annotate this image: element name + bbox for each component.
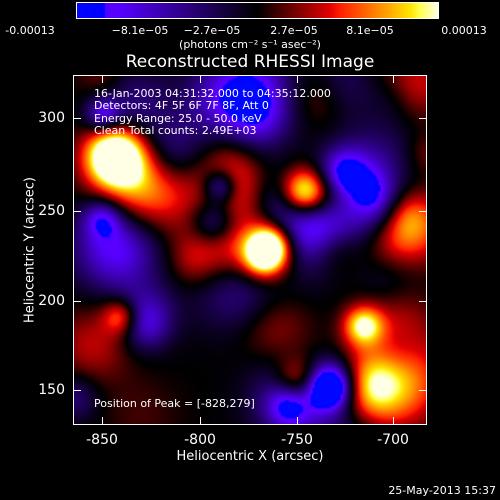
- y-tick-label: 200: [38, 293, 65, 309]
- colorbar-tick: 0.00013: [441, 24, 487, 37]
- colorbar-units: (photons cm⁻² s⁻¹ asec⁻²): [179, 38, 321, 51]
- y-tickmark: [73, 301, 81, 302]
- colorbar-tick: 8.1e−05: [346, 24, 394, 37]
- y-tick-label: 150: [38, 382, 65, 398]
- info-time-range: 16-Jan-2003 04:31:32.000 to 04:35:12.000: [94, 87, 331, 100]
- x-tickmark: [102, 75, 103, 83]
- y-tick-label: 300: [38, 110, 65, 126]
- x-axis-label: Heliocentric X (arcsec): [176, 449, 324, 464]
- x-tickmark: [393, 75, 394, 83]
- x-tick-label: -850: [86, 432, 118, 448]
- image-title: Reconstructed RHESSI Image: [125, 52, 375, 72]
- x-tickmark: [393, 417, 394, 425]
- y-tickmark: [419, 118, 427, 119]
- info-detectors: Detectors: 4F 5F 6F 7F 8F, Att 0: [94, 99, 269, 112]
- y-tick-label: 250: [38, 203, 65, 219]
- rhessi-image-canvas: [74, 76, 426, 424]
- x-tick-label: -750: [281, 432, 313, 448]
- x-tick-label: -800: [184, 432, 216, 448]
- y-tickmark: [419, 211, 427, 212]
- x-tickmark: [200, 75, 201, 83]
- colorbar: [76, 2, 439, 19]
- y-tickmark: [73, 390, 81, 391]
- timestamp: 25-May-2013 15:37: [388, 484, 496, 497]
- x-tick-label: -700: [377, 432, 409, 448]
- y-tickmark: [419, 390, 427, 391]
- colorbar-tick: −8.1e−05: [111, 24, 169, 37]
- colorbar-tick: 2.7e−05: [270, 24, 318, 37]
- y-tickmark: [73, 118, 81, 119]
- info-energy-range: Energy Range: 25.0 - 50.0 keV: [94, 112, 262, 125]
- rhessi-image-plot: [73, 75, 427, 425]
- colorbar-tick: −2.7e−05: [183, 24, 241, 37]
- info-peak-position: Position of Peak = [-828,279]: [94, 397, 255, 410]
- x-tickmark: [102, 417, 103, 425]
- x-tickmark: [200, 417, 201, 425]
- y-tickmark: [419, 301, 427, 302]
- x-tickmark: [297, 417, 298, 425]
- info-clean-counts: Clean Total counts: 2.49E+03: [94, 124, 257, 137]
- x-tickmark: [297, 75, 298, 83]
- y-tickmark: [73, 211, 81, 212]
- y-axis-label: Heliocentric Y (arcsec): [22, 177, 38, 323]
- colorbar-tick: -0.00013: [5, 24, 55, 37]
